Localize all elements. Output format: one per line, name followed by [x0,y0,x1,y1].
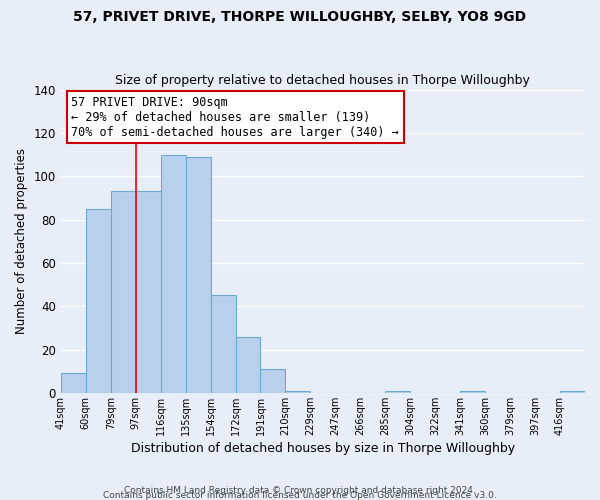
Text: Contains HM Land Registry data © Crown copyright and database right 2024.: Contains HM Land Registry data © Crown c… [124,486,476,495]
Bar [286,390,310,393]
Bar [86,208,111,393]
Bar [260,369,286,393]
Bar [161,154,185,393]
Bar [61,374,86,393]
Bar [236,336,260,393]
Title: Size of property relative to detached houses in Thorpe Willoughby: Size of property relative to detached ho… [115,74,530,87]
Bar [211,296,236,393]
Bar [560,390,585,393]
Y-axis label: Number of detached properties: Number of detached properties [15,148,28,334]
X-axis label: Distribution of detached houses by size in Thorpe Willoughby: Distribution of detached houses by size … [131,442,515,455]
Bar [460,390,485,393]
Bar [111,192,136,393]
Bar [385,390,410,393]
Bar [185,156,211,393]
Bar [136,192,161,393]
Text: Contains public sector information licensed under the Open Government Licence v3: Contains public sector information licen… [103,491,497,500]
Text: 57, PRIVET DRIVE, THORPE WILLOUGHBY, SELBY, YO8 9GD: 57, PRIVET DRIVE, THORPE WILLOUGHBY, SEL… [73,10,527,24]
Text: 57 PRIVET DRIVE: 90sqm
← 29% of detached houses are smaller (139)
70% of semi-de: 57 PRIVET DRIVE: 90sqm ← 29% of detached… [71,96,399,138]
